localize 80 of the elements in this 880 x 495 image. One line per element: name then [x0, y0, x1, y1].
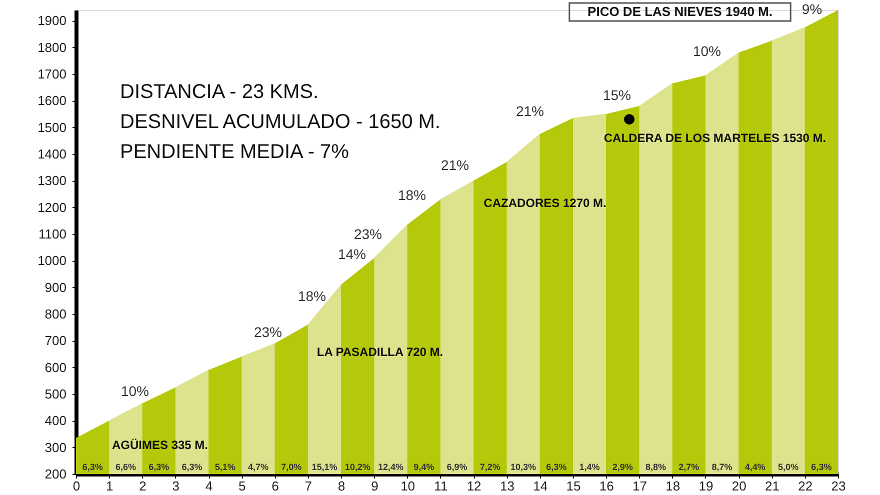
x-tick-label: 21: [765, 478, 780, 494]
x-tick-label: 22: [798, 478, 813, 494]
annotation: 4,4%: [744, 462, 766, 472]
x-tick-label: 5: [238, 478, 246, 494]
annotation: 18%: [298, 288, 326, 304]
y-tick-label: 1800: [38, 40, 66, 55]
annotation: 6,3%: [182, 462, 202, 472]
annotation: 6,3%: [148, 462, 170, 472]
x-tick-label: 13: [500, 478, 514, 494]
x-tick-label: 18: [666, 478, 680, 494]
x-tick-label: 3: [172, 478, 180, 494]
annotation: 6,9%: [446, 462, 468, 472]
annotation: 7,2%: [480, 462, 500, 472]
annotation: 21%: [440, 157, 470, 173]
x-tick-label: 16: [599, 478, 614, 494]
annotation: DISTANCIA - 23 KMS.: [120, 81, 319, 103]
annotation: 8,8%: [646, 462, 666, 472]
x-tick-label: 15: [566, 478, 581, 494]
annotation: 10,3%: [510, 462, 536, 472]
x-tick-label: 11: [434, 478, 448, 494]
x-tick-label: 9: [371, 478, 378, 494]
x-tick-label: 20: [732, 478, 746, 494]
x-tick-label: 1: [106, 478, 114, 494]
x-tick-label: 7: [304, 478, 312, 494]
y-tick-label: 500: [44, 386, 66, 402]
annotation: 1,4%: [579, 462, 600, 472]
annotation: 23%: [254, 324, 282, 340]
annotation: 10%: [692, 43, 722, 59]
y-tick-label: 1400: [38, 146, 66, 162]
annotation: 23%: [354, 226, 382, 242]
x-tick-label: 23: [831, 478, 846, 494]
y-tick-label: 900: [44, 280, 66, 295]
annotation: PENDIENTE MEDIA - 7%: [120, 141, 350, 163]
annotation: 12,4%: [378, 462, 404, 472]
annotation: 9,4%: [414, 462, 434, 472]
y-tick-label: 1300: [38, 173, 66, 188]
x-tick-label: 12: [466, 478, 482, 494]
annotation: 5,1%: [214, 462, 236, 472]
y-tick-label: 1900: [38, 13, 66, 28]
annotation: 2,9%: [612, 462, 633, 472]
x-tick-label: 2: [139, 478, 146, 494]
y-tick-label: 1600: [38, 93, 66, 108]
annotation: 21%: [516, 103, 544, 119]
x-tick-label: 17: [632, 478, 647, 494]
y-tick-label: 1000: [38, 253, 66, 268]
annotation: 9%: [802, 1, 822, 17]
annotation: 7,0%: [281, 462, 302, 472]
annotation: DESNIVEL ACUMULADO - 1650 M.: [120, 111, 440, 133]
x-tick-label: 10: [400, 478, 416, 494]
x-tick-label: 4: [205, 478, 213, 494]
y-tick-label: 1700: [38, 66, 66, 82]
annotation: 2,7%: [678, 462, 700, 472]
x-tick-label: 14: [533, 478, 548, 494]
annotation: 4,7%: [248, 462, 268, 472]
x-tick-label: 8: [338, 478, 346, 494]
annotation: 8,7%: [712, 462, 732, 472]
y-tick-label: 200: [44, 466, 66, 482]
annotation: 6,3%: [811, 462, 832, 472]
annotation: 14%: [338, 246, 366, 262]
y-tick-label: 600: [44, 360, 66, 375]
annotation: 10%: [120, 383, 150, 399]
y-tick-label: 1200: [38, 200, 66, 215]
annotation: PICO DE LAS NIEVES 1940 M.: [588, 4, 772, 19]
y-tick-label: 1500: [38, 120, 66, 135]
annotation: 6,3%: [546, 462, 567, 472]
annotation: 6,6%: [115, 462, 136, 472]
y-tick-label: 700: [44, 333, 66, 348]
annotation: 10,2%: [344, 462, 370, 472]
annotation: 5,0%: [778, 462, 799, 472]
x-tick-label: 19: [698, 478, 714, 494]
x-tick-label: 0: [72, 478, 80, 494]
annotation: 15%: [602, 87, 632, 103]
y-tick-label: 300: [44, 440, 66, 455]
y-tick-label: 400: [44, 413, 66, 428]
y-tick-label: 1100: [38, 226, 66, 242]
annotation: 15,1%: [312, 462, 338, 472]
annotation: 18%: [398, 187, 426, 203]
y-tick-label: 800: [44, 306, 66, 322]
annotation: 6,3%: [82, 462, 103, 472]
x-tick-label: 6: [272, 478, 279, 494]
